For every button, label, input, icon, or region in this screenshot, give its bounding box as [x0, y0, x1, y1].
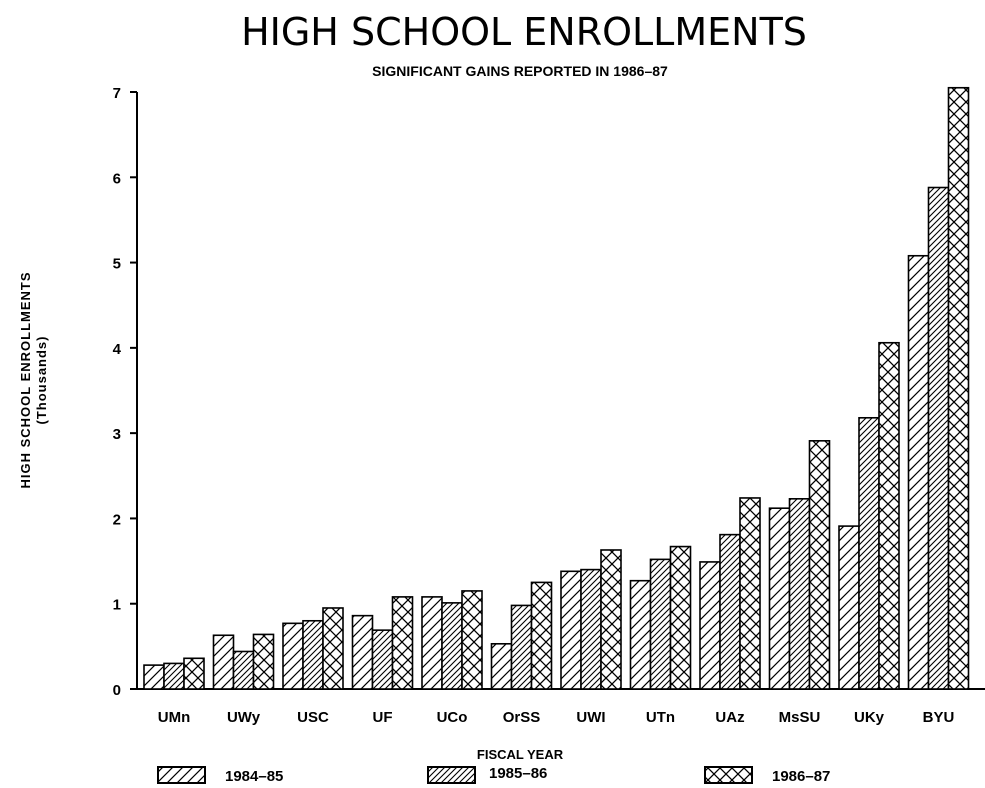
x-tick-label-utn: UTn [646, 709, 675, 726]
x-tick-labels: UMn UWy USC UF UCo OrSS UWI UTn UAz MsSU UKy BYU [158, 709, 955, 726]
bar-utn-1986-87 [669, 545, 692, 690]
x-tick-label-uky: UKy [854, 709, 885, 726]
bar-uwy-1984-85 [212, 634, 235, 690]
bar-uf-1986-87 [391, 596, 414, 690]
x-tick-label-uco: UCo [437, 709, 468, 726]
y-tick-label: 2 [113, 511, 121, 528]
bar-uf-1985-86 [371, 629, 394, 690]
y-tick-label: 5 [113, 256, 121, 273]
bar-orss-1986-87 [530, 581, 553, 690]
chart-title: HIGH SCHOOL ENROLLMENTS [241, 10, 807, 54]
y-axis-label: HIGH SCHOOL ENROLLMENTS [18, 271, 33, 488]
x-tick-label-umn: UMn [158, 709, 191, 726]
legend-swatch-1985-86 [427, 766, 476, 784]
bar-mssu-1985-86 [788, 498, 811, 690]
bar-usc-1985-86 [302, 619, 324, 690]
bar-uwi-1986-87 [600, 549, 622, 690]
bars [143, 86, 970, 690]
bar-umn-1984-85 [143, 664, 165, 690]
legend-swatch-1984-85 [157, 766, 206, 784]
bar-byu-1985-86 [927, 186, 950, 690]
bar-mssu-1984-85 [768, 507, 791, 690]
x-tick-label-uwi: UWI [576, 709, 605, 726]
bar-uco-1986-87 [461, 590, 483, 690]
bar-uky-1985-86 [858, 416, 880, 690]
bar-uky-1984-85 [838, 525, 860, 690]
legend-label-1986-87: 1986–87 [772, 768, 830, 785]
y-axis-units: (Thousands) [34, 336, 49, 425]
bar-umn-1985-86 [163, 662, 185, 690]
bar-byu-1984-85 [907, 254, 930, 690]
bar-uaz-1984-85 [699, 561, 721, 690]
x-tick-label-uf: UF [373, 709, 393, 726]
x-tick-label-usc: USC [297, 709, 329, 726]
legend-swatch-1986-87 [704, 766, 753, 784]
bar-uwi-1985-86 [580, 568, 602, 690]
bar-byu-1986-87 [947, 86, 970, 690]
bar-uaz-1985-86 [719, 533, 741, 690]
bar-orss-1984-85 [490, 642, 513, 690]
y-ticks: 0 1 2 3 4 5 6 7 [113, 85, 137, 699]
bar-utn-1984-85 [629, 579, 652, 690]
bar-uky-1986-87 [878, 341, 900, 690]
legend-label-1985-86: 1985–86 [489, 765, 547, 782]
bar-usc-1986-87 [322, 607, 344, 690]
x-tick-label-uwy: UWy [227, 709, 261, 726]
x-tick-label-uaz: UAz [715, 709, 744, 726]
bar-utn-1985-86 [649, 558, 672, 690]
y-tick-label: 7 [113, 85, 121, 102]
bar-mssu-1986-87 [808, 440, 831, 690]
y-tick-label: 4 [113, 341, 122, 358]
y-tick-label: 1 [113, 597, 121, 614]
bar-uco-1985-86 [441, 602, 463, 690]
y-tick-label: 0 [113, 682, 121, 699]
y-tick-label: 3 [113, 426, 121, 443]
bar-usc-1984-85 [282, 622, 304, 690]
chart-subtitle: SIGNIFICANT GAINS REPORTED IN 1986–87 [372, 63, 668, 79]
y-tick-label: 6 [113, 170, 121, 187]
x-axis-label: FISCAL YEAR [477, 747, 564, 762]
legend: 1984–85 1985–86 1986–87 [157, 765, 830, 785]
x-tick-label-orss: OrSS [503, 709, 541, 726]
bar-uwy-1986-87 [252, 633, 275, 690]
bar-uco-1984-85 [421, 596, 443, 690]
bar-uwy-1985-86 [232, 650, 255, 690]
bar-uf-1984-85 [351, 614, 374, 690]
legend-label-1984-85: 1984–85 [225, 768, 283, 785]
bar-uaz-1986-87 [739, 497, 761, 690]
bar-orss-1985-86 [510, 604, 533, 690]
x-tick-label-byu: BYU [923, 709, 955, 726]
bar-umn-1986-87 [183, 657, 205, 690]
x-tick-label-mssu: MsSU [779, 709, 821, 726]
bar-uwi-1984-85 [560, 570, 582, 690]
